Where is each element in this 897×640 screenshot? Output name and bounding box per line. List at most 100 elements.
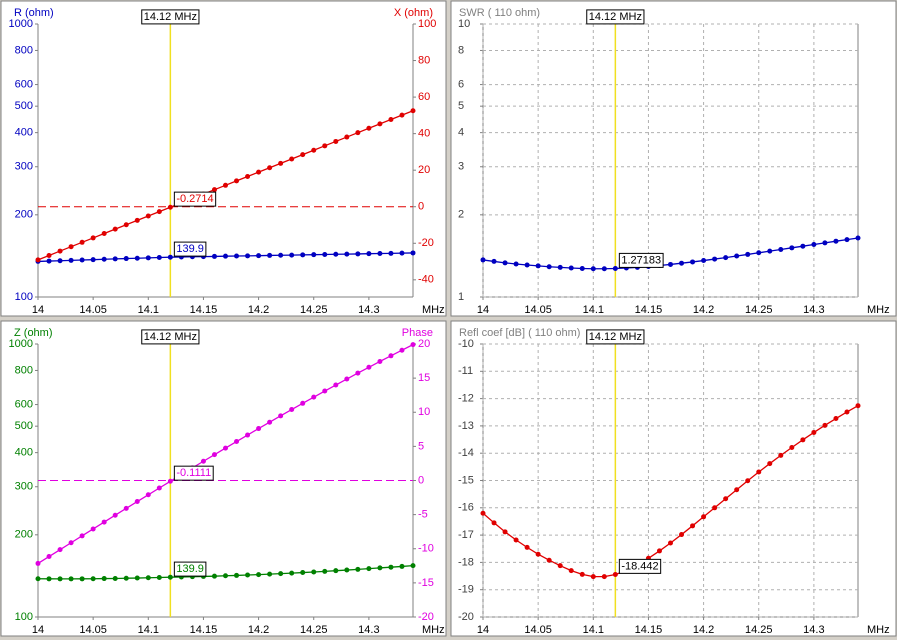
y-tick-label: 800 bbox=[15, 44, 33, 56]
x-tick-label: 14.3 bbox=[803, 624, 824, 636]
data-point bbox=[245, 432, 251, 438]
data-point bbox=[388, 564, 394, 570]
axis-title: Phase bbox=[402, 327, 433, 339]
data-point bbox=[300, 252, 306, 258]
data-point bbox=[200, 458, 206, 464]
data-point bbox=[322, 568, 328, 574]
data-point bbox=[123, 222, 129, 228]
data-point bbox=[112, 575, 118, 581]
data-point bbox=[311, 147, 317, 153]
y2-tick-label: 100 bbox=[418, 18, 436, 30]
data-point bbox=[690, 259, 696, 265]
marker-label-box bbox=[586, 329, 645, 345]
axis-title: X (ohm) bbox=[394, 7, 433, 19]
data-point bbox=[90, 235, 96, 241]
marker-label-box bbox=[586, 9, 645, 25]
data-point bbox=[388, 117, 394, 123]
data-point bbox=[800, 243, 806, 249]
x-tick-label: 14.1 bbox=[138, 304, 159, 316]
y-tick-label: -20 bbox=[458, 611, 474, 623]
data-point bbox=[778, 246, 784, 252]
data-point bbox=[789, 245, 795, 251]
y-tick-label: 600 bbox=[15, 78, 33, 90]
data-point bbox=[734, 487, 740, 493]
marker-value-label-box bbox=[173, 191, 217, 207]
data-point bbox=[68, 540, 74, 546]
x-tick-label: 14.25 bbox=[300, 304, 328, 316]
data-point bbox=[612, 571, 618, 577]
data-point bbox=[756, 469, 762, 475]
data-point bbox=[57, 258, 63, 264]
data-point bbox=[167, 204, 173, 210]
y2-tick-label: 40 bbox=[418, 128, 430, 140]
data-point bbox=[211, 452, 217, 458]
marker-value-label-box bbox=[173, 465, 214, 481]
data-point bbox=[690, 523, 696, 529]
data-point bbox=[579, 265, 585, 271]
x-tick-label: 14.1 bbox=[583, 624, 604, 636]
data-point bbox=[355, 566, 361, 572]
marker-value-label: -0.2714 bbox=[176, 193, 213, 205]
data-point bbox=[234, 572, 240, 578]
data-point bbox=[513, 537, 519, 543]
marker-value-label: -18.442 bbox=[621, 560, 658, 572]
data-point bbox=[289, 252, 295, 258]
y-tick-label: -17 bbox=[458, 529, 474, 541]
y2-tick-label: 20 bbox=[418, 164, 430, 176]
y2-tick-label: -40 bbox=[418, 274, 434, 286]
data-point bbox=[35, 560, 41, 566]
y2-tick-label: -20 bbox=[418, 237, 434, 249]
data-point bbox=[134, 499, 140, 505]
data-point bbox=[300, 152, 306, 158]
x-tick-label: 14.25 bbox=[745, 624, 773, 636]
data-point bbox=[355, 251, 361, 257]
data-point bbox=[745, 478, 751, 484]
y-tick-label: 300 bbox=[15, 481, 33, 493]
data-point bbox=[833, 238, 839, 244]
data-point bbox=[211, 573, 217, 579]
data-point bbox=[344, 567, 350, 573]
data-point bbox=[679, 260, 685, 266]
x-tick-label: 14.05 bbox=[79, 304, 107, 316]
data-point bbox=[502, 529, 508, 535]
data-point bbox=[491, 520, 497, 526]
x-tick-label: 14.15 bbox=[635, 624, 663, 636]
data-point bbox=[355, 370, 361, 376]
data-point bbox=[668, 540, 673, 546]
data-point bbox=[399, 347, 405, 353]
data-point bbox=[223, 182, 228, 188]
x-tick-label: 14.2 bbox=[248, 304, 269, 316]
data-point bbox=[701, 514, 707, 520]
y-tick-label: -11 bbox=[458, 365, 473, 377]
y2-tick-label: 80 bbox=[418, 54, 430, 66]
data-point bbox=[546, 264, 552, 270]
data-point bbox=[123, 256, 129, 262]
marker-value-label-box bbox=[173, 561, 207, 577]
y-tick-label: 3 bbox=[458, 161, 464, 173]
marker-value-label: 139.9 bbox=[176, 563, 204, 575]
y2-tick-label: 0 bbox=[418, 474, 424, 486]
data-point bbox=[800, 437, 806, 443]
data-point bbox=[145, 213, 151, 219]
y-tick-label: -14 bbox=[458, 447, 474, 459]
data-point bbox=[156, 209, 162, 215]
x-tick-label: 14.15 bbox=[190, 304, 218, 316]
marker-label-box bbox=[141, 9, 200, 25]
data-point bbox=[557, 264, 563, 270]
data-point bbox=[123, 575, 129, 581]
data-point bbox=[289, 570, 295, 576]
data-point bbox=[679, 532, 685, 538]
data-point bbox=[833, 416, 839, 422]
y-tick-label: 200 bbox=[15, 529, 33, 541]
y-tick-label: 6 bbox=[458, 78, 464, 90]
data-point bbox=[524, 262, 530, 268]
x-tick-label: 14.1 bbox=[583, 304, 604, 316]
data-point bbox=[546, 557, 552, 563]
data-point bbox=[68, 257, 74, 263]
y2-tick-label: -5 bbox=[418, 509, 428, 521]
y2-tick-label: -15 bbox=[418, 577, 434, 589]
data-point bbox=[245, 572, 251, 578]
data-point bbox=[388, 250, 394, 256]
data-point bbox=[822, 422, 828, 428]
data-point bbox=[410, 108, 416, 114]
